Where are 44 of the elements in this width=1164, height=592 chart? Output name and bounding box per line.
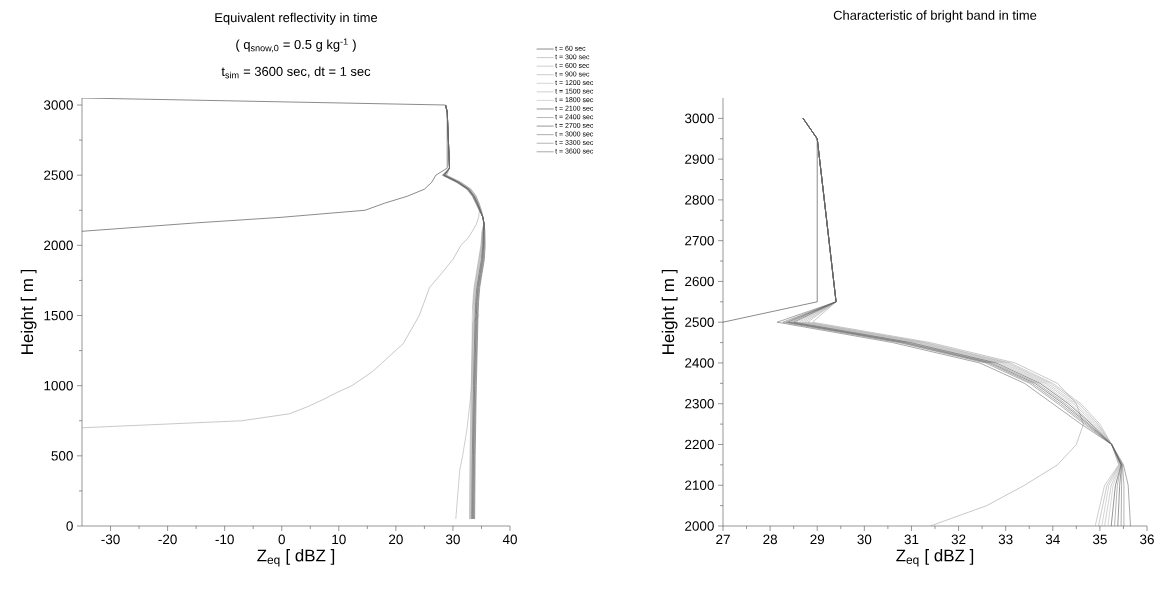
- y-tick-label: 2200: [685, 439, 714, 450]
- y-tick-label: 1000: [44, 380, 73, 391]
- x-tick-label: -20: [158, 534, 177, 545]
- y-tick-label: 3000: [43, 100, 73, 110]
- y-tick-label: 2400: [685, 358, 714, 368]
- y-tick-label: 2100: [685, 480, 714, 490]
- x-tick-label: 28: [763, 534, 778, 545]
- y-tick-label: 3000: [684, 113, 714, 124]
- x-tick-label: 32: [951, 534, 966, 545]
- x-tick-label: 36: [1140, 534, 1154, 545]
- x-tick-label: 30: [445, 534, 460, 545]
- y-tick-label: 0: [66, 521, 73, 531]
- y-tick-label: 500: [51, 451, 73, 461]
- x-tick-label: 33: [998, 534, 1013, 545]
- y-tick-label: 2800: [685, 195, 714, 205]
- chart-subtitle: ( q$_{snow,0}$ = 0.5 g kg$^{-1}$ ): [236, 38, 356, 53]
- y-tick-label: 2900: [685, 154, 714, 164]
- x-tick-label: 27: [716, 534, 730, 545]
- y-axis-title: Height [ m ]: [20, 269, 37, 354]
- x-tick-label: -10: [215, 534, 234, 545]
- chart-title: Equivalent reflectivity in time: [215, 12, 378, 25]
- x-tick-label: 40: [502, 534, 517, 545]
- x-tick-label: 31: [904, 534, 919, 545]
- y-tick-label: 2500: [44, 170, 73, 180]
- y-tick-label: 2300: [685, 398, 714, 409]
- chart-title: Characteristic of bright band in time: [833, 10, 1037, 23]
- y-axis-title: Height [ m ]: [661, 269, 678, 354]
- x-tick-label: 35: [1092, 534, 1107, 545]
- x-tick-label: 30: [857, 534, 872, 545]
- x-tick-label: -30: [101, 534, 120, 545]
- x-tick-label: 20: [389, 534, 403, 545]
- x-tick-label: 34: [1045, 534, 1060, 545]
- y-tick-label: 2600: [685, 276, 714, 287]
- y-tick-label: 2700: [685, 235, 714, 246]
- y-tick-label: 2000: [44, 240, 73, 251]
- y-tick-label: 2000: [685, 521, 714, 531]
- text: t$_{sim}$ = 3600 sec, dt = 1 sec: [221, 66, 371, 79]
- x-axis-title: Z$_{eq}$ [ dBZ ]: [257, 549, 335, 567]
- y-tick-label: 2500: [685, 317, 714, 327]
- x-axis-title: Z$_{eq}$ [ dBZ ]: [896, 549, 974, 567]
- x-tick-label: 0: [278, 534, 285, 545]
- x-tick-label: 10: [332, 534, 346, 545]
- y-tick-label: 1500: [44, 310, 73, 321]
- x-tick-label: 29: [810, 534, 825, 545]
